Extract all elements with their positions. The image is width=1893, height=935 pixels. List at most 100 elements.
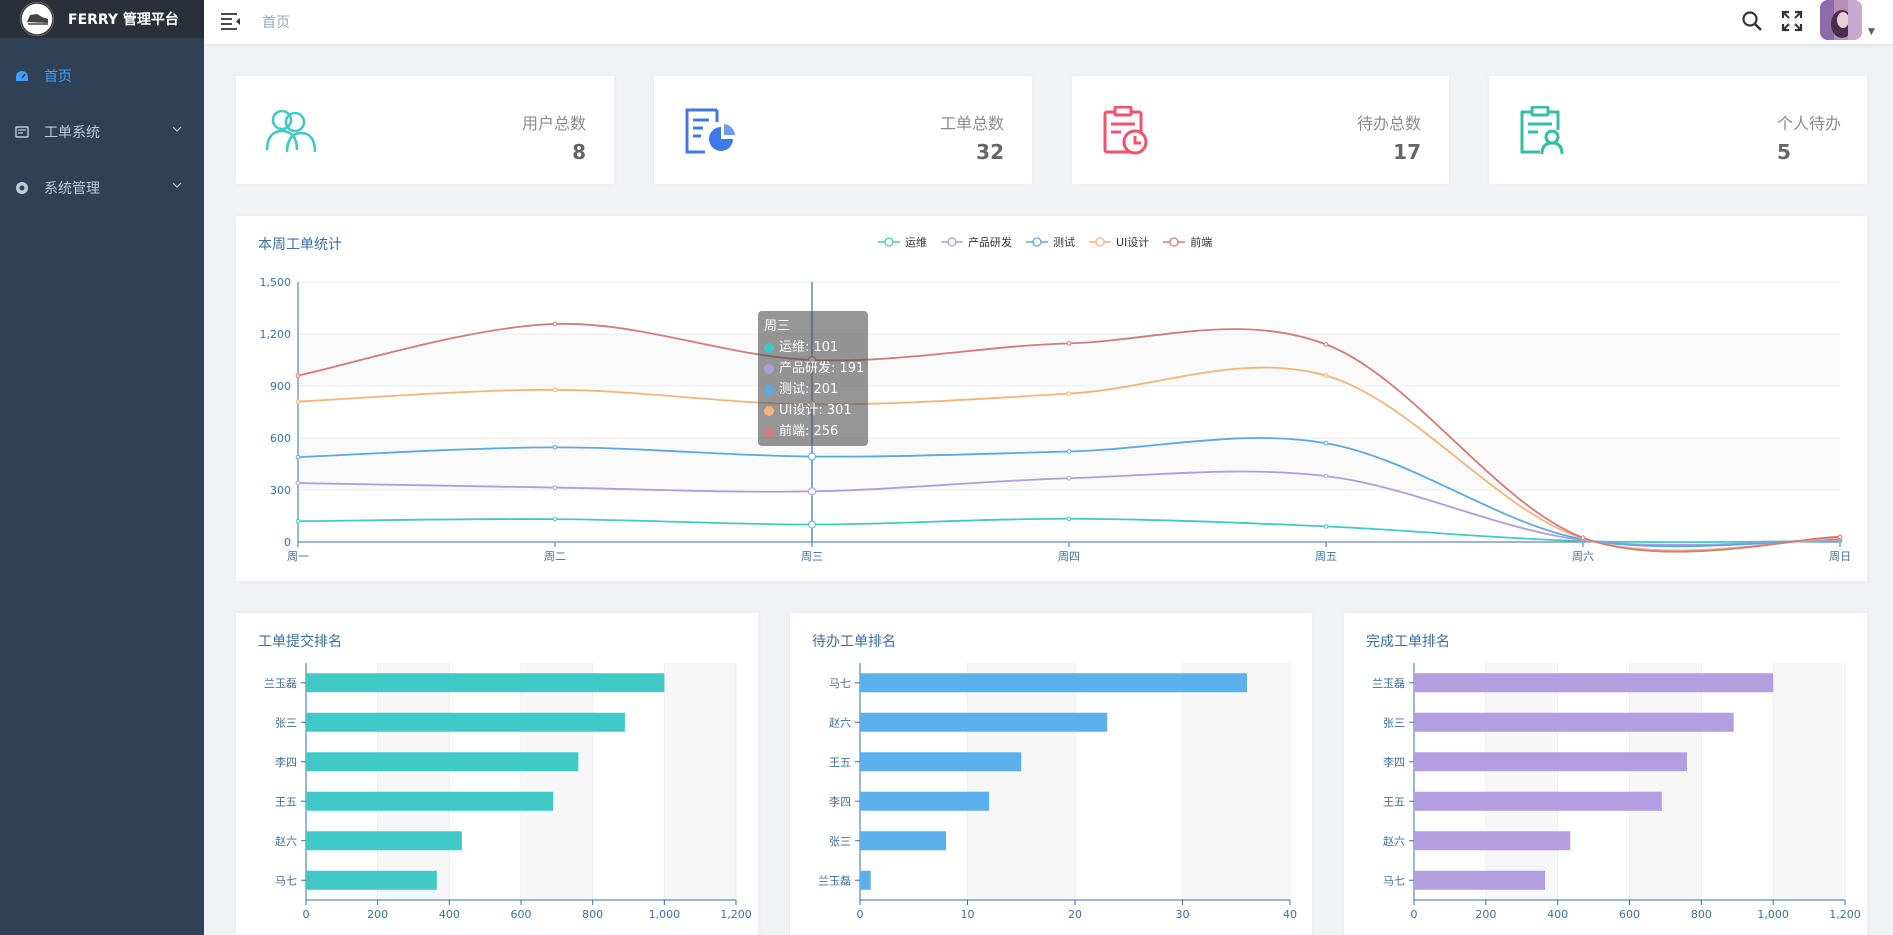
grid-band (298, 438, 1840, 490)
bar (306, 673, 665, 693)
grid-band (1182, 663, 1290, 900)
data-point (1323, 342, 1329, 347)
legend-dot (764, 342, 774, 353)
stat-value: 32 (976, 140, 1004, 164)
data-point (1837, 534, 1843, 540)
clipboard-user-icon (1520, 106, 1564, 155)
dashboard-icon (14, 68, 30, 84)
legend-item[interactable]: 产品研发 (941, 234, 1012, 250)
y-tick-label: 赵六 (829, 715, 851, 729)
fullscreen-icon[interactable] (1781, 10, 1803, 32)
chart-legend: 运维 产品研发 测试 UI设计 前端 (878, 234, 1212, 250)
data-point (295, 518, 301, 524)
y-tick-label: 李四 (1383, 755, 1405, 769)
stat-value: 17 (1393, 140, 1421, 164)
legend-dot (764, 363, 774, 374)
data-point (552, 445, 558, 450)
chevron-down-icon[interactable]: ▼ (1868, 27, 1875, 37)
x-tick-label: 200 (367, 908, 388, 921)
y-tick-label: 张三 (829, 835, 851, 848)
bar (306, 870, 437, 890)
data-point (808, 452, 816, 461)
legend-marker-icon (878, 237, 900, 247)
grid-band (1485, 663, 1558, 900)
stat-label: 工单总数 (939, 114, 1004, 133)
legend-dot (764, 384, 774, 395)
legend-dot (764, 405, 774, 416)
data-point (1323, 373, 1329, 378)
bar (860, 712, 1108, 732)
grid-band (377, 663, 450, 900)
legend-label: UI设计 (1116, 236, 1150, 249)
x-tick-label: 20 (1068, 908, 1082, 921)
stat-card-pending[interactable]: 待办总数 17 (1072, 76, 1449, 184)
bar (1414, 831, 1571, 851)
search-icon[interactable] (1741, 10, 1763, 32)
breadcrumb[interactable]: 首页 (262, 15, 290, 31)
legend-item[interactable]: 运维 (878, 234, 927, 250)
legend-label: 运维 (905, 236, 927, 249)
sidebar-item-tickets[interactable]: 工单系统 (0, 104, 204, 160)
data-point (1323, 524, 1329, 529)
legend-label: 产品研发 (968, 236, 1012, 249)
x-tick-label: 10 (961, 908, 975, 921)
data-point (552, 321, 558, 327)
sidebar-item-home[interactable]: 首页 (0, 48, 204, 104)
bar (1414, 752, 1687, 772)
stat-value: 5 (1777, 140, 1791, 164)
tooltip-row: UI设计: 301 (779, 403, 852, 418)
bar (306, 791, 554, 811)
x-tick-label: 周四 (1058, 550, 1080, 563)
y-tick-label: 1,200 (260, 328, 292, 341)
data-point (1323, 440, 1329, 446)
x-tick-label: 0 (1411, 908, 1418, 921)
sidebar-item-system[interactable]: 系统管理 (0, 160, 204, 216)
bar (860, 870, 871, 890)
stat-card-users[interactable]: 用户总数 8 (236, 76, 614, 184)
x-tick-label: 600 (1619, 908, 1640, 921)
y-tick-label: 王五 (829, 756, 851, 769)
avatar[interactable] (1820, 0, 1862, 40)
x-tick-label: 40 (1283, 908, 1297, 921)
x-tick-label: 周六 (1572, 550, 1594, 563)
weekly-ticket-chart-card: 本周工单统计 运维 产品研发 测试 UI设计 前端 0 300 600 900 1,200 1,5… (236, 216, 1867, 581)
hamburger-icon[interactable] (220, 11, 242, 31)
data-point (1580, 535, 1586, 540)
x-tick-label: 周三 (801, 550, 823, 563)
x-tick-label: 周五 (1315, 550, 1337, 563)
legend-label: 前端 (1190, 236, 1213, 249)
data-point (552, 387, 558, 393)
chart-tooltip: 周三 运维: 101 产品研发: 191 测试: 201 UI设计: 301 前… (758, 311, 868, 446)
legend-item[interactable]: 测试 (1026, 234, 1075, 250)
legend-marker-icon (1026, 237, 1048, 247)
data-point (1066, 475, 1072, 481)
ticket-icon (14, 124, 30, 140)
y-tick-label: 马七 (829, 677, 851, 690)
legend-item[interactable]: UI设计 (1089, 234, 1149, 250)
y-tick-label: 马七 (275, 874, 297, 887)
grid-band (1629, 663, 1702, 900)
x-tick-label: 800 (582, 908, 603, 921)
x-tick-label: 0 (303, 908, 310, 921)
y-tick-label: 0 (284, 536, 291, 549)
legend-item[interactable]: 前端 (1163, 234, 1212, 250)
data-point (808, 487, 816, 496)
navbar: 首页 ▼ (204, 0, 1893, 44)
settings-icon (14, 180, 30, 196)
tooltip-title: 周三 (764, 319, 791, 334)
sidebar: FERRY 管理平台 首页 工单系统 系统管理 (0, 0, 204, 935)
stat-card-tickets[interactable]: 工单总数 32 (654, 76, 1032, 184)
data-point (295, 399, 301, 404)
bar (860, 673, 1247, 693)
legend-marker-icon (1089, 237, 1111, 247)
stat-label: 个人待办 (1777, 114, 1842, 133)
bar (306, 831, 462, 851)
stat-card-personal[interactable]: 个人待办 5 (1489, 76, 1867, 184)
logo-area[interactable]: FERRY 管理平台 (0, 0, 204, 38)
chart-title: 工单提交排名 (258, 634, 342, 650)
bar (1414, 673, 1774, 693)
